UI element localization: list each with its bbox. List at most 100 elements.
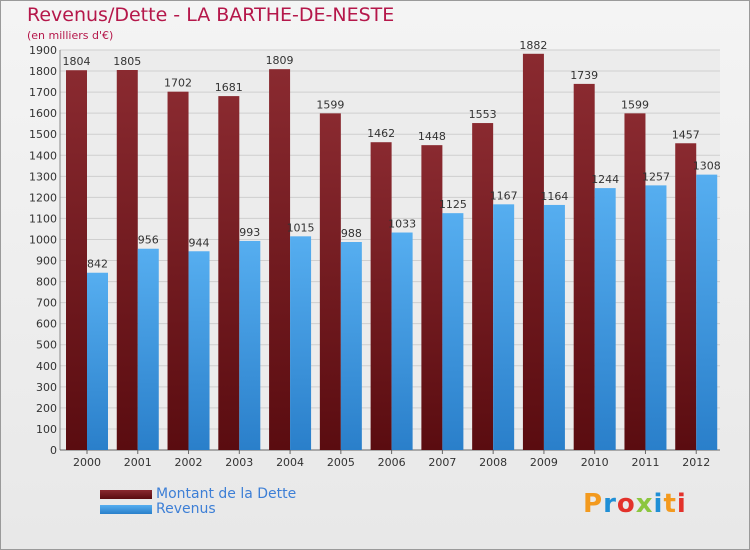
revenus-bar: [87, 272, 108, 450]
revenus-bar: [594, 188, 616, 450]
dette-bar: [472, 123, 494, 450]
dette-bar: [421, 145, 443, 450]
data-label: 1167: [490, 189, 518, 202]
dette-bar: [573, 83, 595, 450]
dette-bar: [167, 91, 189, 451]
data-label: 1805: [113, 55, 141, 68]
y-tick-label: 1600: [29, 107, 57, 120]
revenus-bar: [493, 204, 515, 450]
dette-bar: [319, 113, 341, 451]
x-axis-ticks: 2000 2001 2002 2003 2004 2005 2006 2007 2008 2009…: [73, 450, 710, 469]
logo-letter: P: [583, 489, 604, 519]
data-label: 1015: [287, 221, 315, 234]
data-label: 1702: [164, 77, 192, 90]
dette-bar: [624, 113, 646, 451]
y-tick-label: 1900: [29, 44, 57, 57]
x-tick-label: 2007: [428, 456, 456, 469]
legend-label-revenus: Revenus: [156, 501, 216, 517]
data-label: 988: [341, 227, 362, 240]
x-tick-label: 2008: [479, 456, 507, 469]
x-tick-label: 2004: [276, 456, 304, 469]
dette-bar: [370, 142, 392, 451]
dette-bar: [218, 96, 240, 451]
revenus-bar: [137, 248, 159, 450]
revenus-bar: [340, 242, 362, 450]
logo-letter: t: [663, 489, 677, 519]
data-label: 1462: [367, 127, 395, 140]
logo-letter: r: [603, 489, 617, 519]
y-tick-label: 500: [36, 339, 57, 352]
y-tick-label: 1200: [29, 191, 57, 204]
data-label: 842: [87, 258, 108, 271]
legend-label-dette: Montant de la Dette: [156, 486, 297, 502]
data-labels: 1804 842 1805 956 1702 944 1681 993 1809 1015 1599…: [63, 39, 721, 271]
data-label: 1033: [388, 218, 416, 231]
data-label: 1599: [621, 98, 649, 111]
chart-title: Revenus/Dette - LA BARTHE-DE-NESTE: [27, 4, 395, 26]
data-label: 1553: [469, 108, 497, 121]
data-label: 1681: [215, 81, 243, 94]
x-tick-label: 2012: [682, 456, 710, 469]
y-tick-label: 400: [36, 360, 57, 373]
y-tick-label: 200: [36, 402, 57, 415]
y-tick-label: 300: [36, 381, 57, 394]
data-label: 1164: [540, 190, 568, 203]
y-tick-label: 100: [36, 423, 57, 436]
revenus-bar: [239, 240, 261, 450]
y-tick-label: 800: [36, 276, 57, 289]
y-tick-label: 1700: [29, 86, 57, 99]
x-tick-label: 2009: [530, 456, 558, 469]
y-tick-label: 1400: [29, 149, 57, 162]
legend-swatch-dette: [100, 490, 152, 499]
data-label: 1599: [316, 98, 344, 111]
revenus-bar: [442, 213, 464, 450]
x-tick-label: 2003: [225, 456, 253, 469]
revenus-bar: [391, 232, 413, 450]
logo-letter: i: [676, 489, 687, 519]
revenus-bar: [696, 174, 718, 450]
chart-subtitle: (en milliers d'€): [27, 29, 114, 42]
y-tick-label: 700: [36, 297, 57, 310]
data-label: 1125: [439, 198, 467, 211]
dette-bar: [675, 143, 697, 450]
revenus-bar: [543, 204, 565, 450]
legend-swatch-revenus: [100, 505, 152, 514]
y-axis-ticks: 0 100 200 300 400 500 600 700 800 900 1000 1100 1200…: [29, 44, 57, 457]
logo-letter: o: [616, 489, 636, 519]
x-tick-label: 2011: [631, 456, 659, 469]
y-tick-label: 900: [36, 255, 57, 268]
x-tick-label: 2000: [73, 456, 101, 469]
data-label: 1739: [570, 69, 598, 82]
x-tick-label: 2005: [327, 456, 355, 469]
revenus-bar: [290, 236, 312, 450]
dette-bar: [66, 70, 87, 451]
data-label: 1244: [591, 173, 619, 186]
revenus-bar: [645, 185, 667, 451]
bars: [66, 53, 718, 451]
y-tick-label: 1300: [29, 170, 57, 183]
x-tick-label: 2010: [581, 456, 609, 469]
data-label: 1882: [519, 39, 547, 52]
data-label: 1257: [642, 170, 670, 183]
data-label: 1308: [693, 160, 721, 173]
data-label: 1809: [266, 54, 294, 67]
data-label: 956: [138, 234, 159, 247]
y-tick-label: 600: [36, 318, 57, 331]
dette-bar: [269, 69, 291, 450]
logo-letter: i: [653, 489, 664, 519]
logo-letter: x: [635, 489, 654, 519]
y-tick-label: 1500: [29, 128, 57, 141]
y-tick-label: 0: [50, 444, 57, 457]
data-label: 1448: [418, 130, 446, 143]
proxiti-logo: Proxiti: [583, 489, 687, 519]
data-label: 1804: [63, 55, 91, 68]
x-tick-label: 2006: [378, 456, 406, 469]
data-label: 944: [189, 236, 210, 249]
data-label: 993: [239, 226, 260, 239]
y-tick-label: 1800: [29, 65, 57, 78]
x-tick-label: 2001: [124, 456, 152, 469]
dette-bar: [522, 53, 544, 450]
x-tick-label: 2002: [175, 456, 203, 469]
dette-bar: [116, 70, 138, 450]
